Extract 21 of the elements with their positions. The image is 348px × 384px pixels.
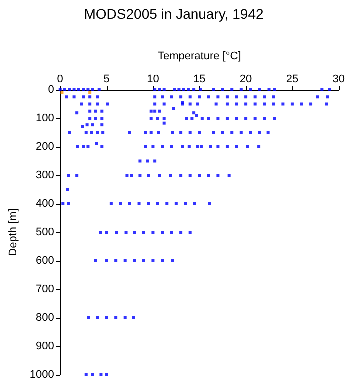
y-tick-label: 500 (36, 226, 54, 238)
x-tick-label: 25 (286, 74, 299, 86)
y-tick-label: 1000 (30, 369, 54, 381)
y-tick-label: 600 (36, 255, 54, 267)
y-tick-label: 800 (36, 312, 54, 324)
x-tick-label: 10 (147, 74, 160, 86)
y-axis-title: Depth [m] (8, 208, 20, 256)
y-tick-label: 900 (36, 340, 54, 352)
y-tick-label: 100 (36, 112, 54, 124)
y-tick-label: 200 (36, 141, 54, 153)
y-tick-label: 300 (36, 170, 54, 182)
y-tick-label: 400 (36, 198, 54, 210)
x-tick-label: 30 (332, 74, 346, 86)
chart-title: MODS2005 in January, 1942 (84, 6, 264, 22)
x-tick-label: 20 (240, 74, 252, 86)
x-tick-label: 15 (194, 74, 206, 86)
x-tick-label: 5 (104, 74, 110, 86)
y-tick-label: 0 (48, 84, 54, 96)
y-tick-label: 700 (36, 284, 54, 296)
x-tick-label: 0 (57, 74, 64, 86)
x-axis-title: Temperature [°C] (158, 50, 242, 62)
